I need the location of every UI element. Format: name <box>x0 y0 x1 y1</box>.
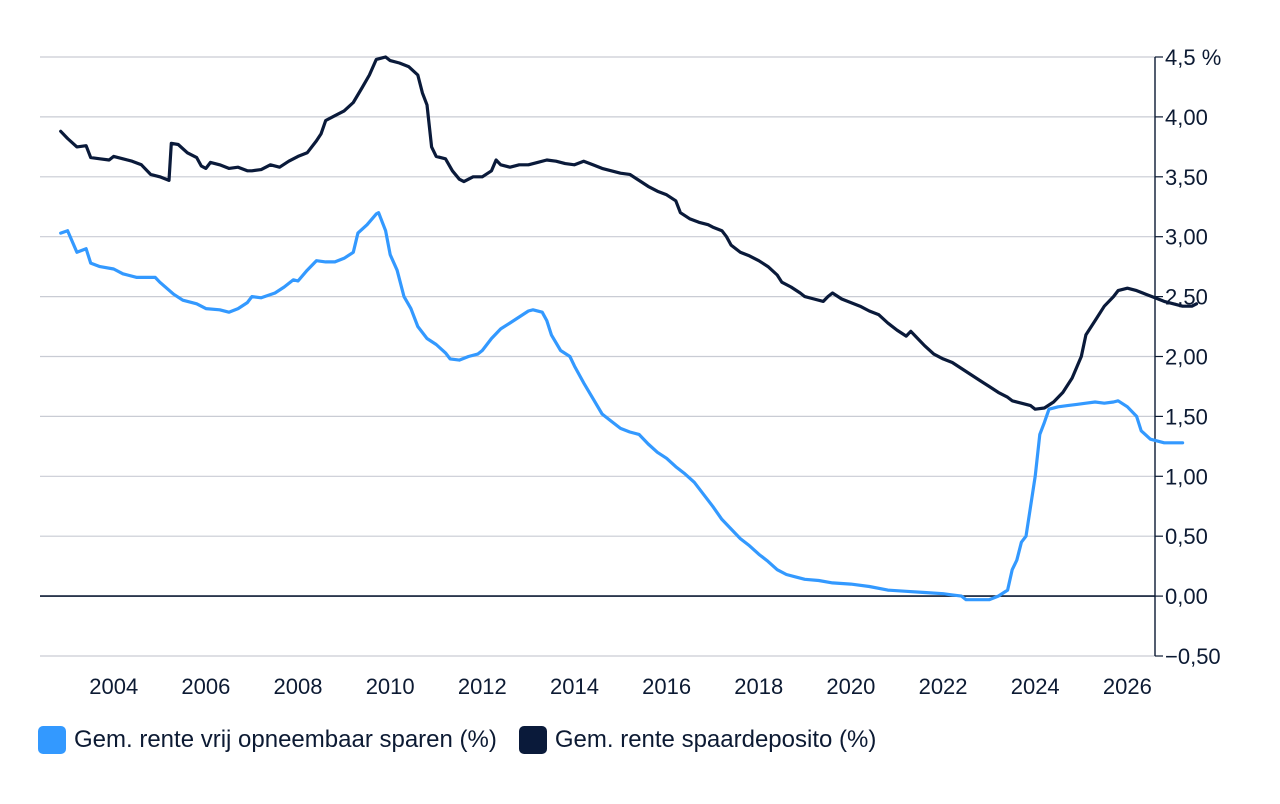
y-tick-label-8: 0,50 <box>1165 524 1208 549</box>
y-tick-label-3: 3,00 <box>1165 225 1208 250</box>
x-tick-label-4: 2012 <box>458 674 507 699</box>
legend: Gem. rente vrij opneembaar sparen (%) Ge… <box>38 726 898 754</box>
x-tick-label-11: 2026 <box>1103 674 1152 699</box>
legend-swatch-deposit <box>518 726 547 754</box>
x-tick-label-5: 2014 <box>550 674 599 699</box>
x-tick-label-2: 2008 <box>274 674 323 699</box>
y-axis <box>1154 56 1163 657</box>
legend-label-savings: Gem. rente vrij opneembaar sparen (%) <box>74 726 497 753</box>
series-lines <box>59 55 1199 602</box>
y-tick-label-2: 3,50 <box>1165 165 1208 190</box>
legend-item-deposit: Gem. rente spaardeposito (%) <box>518 726 877 754</box>
grid-lines <box>40 56 1155 657</box>
x-tick-labels: 2004 2006 2008 2010 2012 2014 2016 2018 2020 2022… <box>89 674 1152 699</box>
y-tick-label-10: −0,50 <box>1165 644 1221 669</box>
legend-item-savings: Gem. rente vrij opneembaar sparen (%) <box>38 726 497 754</box>
y-tick-label-1: 4,00 <box>1165 105 1208 130</box>
y-tick-label-5: 2,00 <box>1165 345 1208 370</box>
x-tick-label-10: 2024 <box>1011 674 1060 699</box>
y-tick-labels: 4,5 %4,003,503,002,502,001,501,000,500,0… <box>1165 45 1221 669</box>
x-tick-label-6: 2016 <box>642 674 691 699</box>
line-chart: 4,5 %4,003,503,002,502,001,501,000,500,0… <box>40 45 1221 699</box>
x-tick-label-9: 2022 <box>919 674 968 699</box>
y-tick-label-0: 4,5 % <box>1165 45 1221 70</box>
x-tick-label-1: 2006 <box>181 674 230 699</box>
x-tick-label-0: 2004 <box>89 674 138 699</box>
x-tick-label-7: 2018 <box>734 674 783 699</box>
x-tick-label-3: 2010 <box>366 674 415 699</box>
x-tick-label-8: 2020 <box>826 674 875 699</box>
y-tick-label-9: 0,00 <box>1165 584 1208 609</box>
series-line-0 <box>59 211 1185 602</box>
legend-swatch-savings <box>38 726 66 754</box>
series-line-1 <box>59 55 1199 411</box>
y-tick-label-6: 1,50 <box>1165 404 1208 429</box>
y-tick-label-7: 1,00 <box>1165 464 1208 489</box>
legend-label-deposit: Gem. rente spaardeposito (%) <box>554 726 877 753</box>
